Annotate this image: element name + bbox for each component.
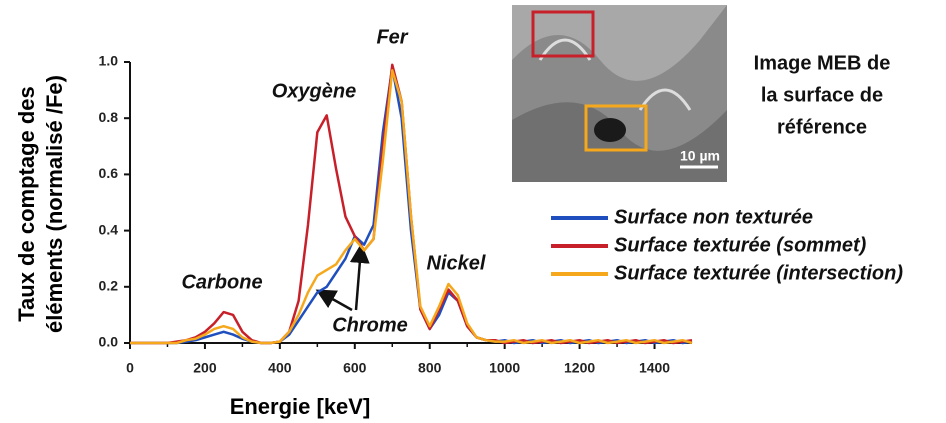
y-tick-label: 0.0 [99,334,119,350]
x-tick-label: 800 [418,360,442,376]
annotation: Oxygène [272,80,356,102]
image-caption: la surface de [761,84,883,106]
legend-label: Surface texturée (intersection) [614,262,903,284]
annotation: Carbone [181,271,262,293]
x-tick-label: 1000 [489,360,520,376]
sem-peak [538,38,592,61]
legend-label: Surface texturée (sommet) [614,234,867,256]
annotation: Chrome [332,314,408,336]
sem-hole [594,118,626,142]
x-tick-label: 1200 [564,360,595,376]
scale-label: 10 µm [680,148,720,164]
legend-label: Surface non texturée [614,206,813,228]
y-tick-label: 0.6 [99,165,119,181]
x-tick-label: 600 [343,360,367,376]
sem-texture [512,102,727,182]
y-tick-label: 1.0 [99,53,119,69]
annotation: Nickel [427,252,486,274]
data-line [130,69,693,345]
data-line [130,66,693,345]
image-caption: Image MEB de [754,52,891,74]
x-tick-label: 400 [268,360,292,376]
y-axis-title: éléments (normalisé /Fe) [42,75,67,333]
y-axis-title: Taux de comptage des [14,86,39,322]
x-tick-label: 200 [193,360,217,376]
y-tick-label: 0.8 [99,109,119,125]
arrow [315,289,353,312]
sem-texture [512,5,727,81]
sem-box-intersection [584,104,648,152]
x-tick-label: 1400 [639,360,670,376]
x-axis-title: Energie [keV] [230,394,371,419]
sem-box-top [531,10,595,58]
y-tick-label: 0.4 [99,221,119,237]
arrow [349,243,370,311]
sem-image: 10 µm [512,5,727,182]
x-tick-label: 0 [126,360,134,376]
image-caption: référence [777,116,867,138]
y-tick-label: 0.2 [99,278,119,294]
annotation: Fer [376,26,408,48]
sem-peak [638,88,692,111]
